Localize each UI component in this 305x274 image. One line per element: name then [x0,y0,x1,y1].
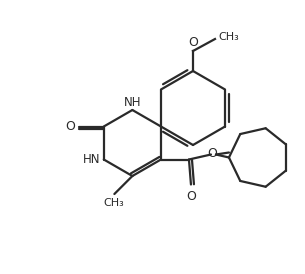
Text: O: O [207,147,217,160]
Text: O: O [186,190,196,202]
Text: CH₃: CH₃ [218,32,239,42]
Text: O: O [188,36,198,49]
Text: NH: NH [124,96,141,109]
Text: O: O [65,120,75,133]
Text: HN: HN [83,153,101,166]
Text: CH₃: CH₃ [103,198,124,208]
